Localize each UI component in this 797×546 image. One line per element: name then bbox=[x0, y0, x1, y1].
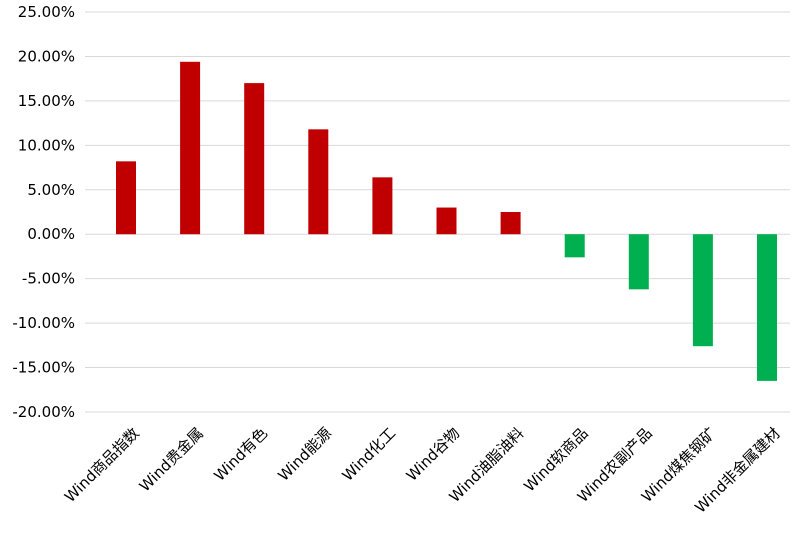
bar bbox=[692, 234, 713, 347]
bar bbox=[436, 207, 457, 235]
x-category-label: Wind谷物 bbox=[403, 424, 464, 485]
y-tick-label: 25.00% bbox=[18, 3, 75, 21]
y-tick-label: 0.00% bbox=[27, 225, 75, 243]
x-category-label: Wind软商品 bbox=[520, 424, 591, 495]
y-tick-label: 5.00% bbox=[27, 181, 75, 199]
y-tick-label: 15.00% bbox=[18, 92, 75, 110]
bar bbox=[500, 212, 521, 235]
y-tick-label: 20.00% bbox=[18, 47, 75, 65]
bars bbox=[116, 61, 777, 381]
x-category-label: Wind有色 bbox=[210, 424, 271, 485]
x-category-label: Wind商品指数 bbox=[61, 424, 143, 506]
x-category-label: Wind贵金属 bbox=[136, 424, 207, 495]
bar bbox=[628, 234, 649, 290]
y-axis-tick-labels: 25.00% 20.00% 15.00% 10.00% 5.00% 0.00% -5.00%… bbox=[12, 3, 75, 421]
bar bbox=[244, 83, 265, 235]
bar bbox=[372, 177, 393, 235]
y-tick-label: -15.00% bbox=[12, 359, 75, 377]
bar bbox=[757, 234, 777, 381]
bar bbox=[308, 129, 329, 235]
x-category-label: Wind化工 bbox=[339, 424, 400, 485]
x-category-label: Wind能源 bbox=[275, 424, 336, 485]
y-tick-label: -5.00% bbox=[22, 270, 75, 288]
y-tick-label: -10.00% bbox=[12, 314, 75, 332]
y-tick-label: -20.00% bbox=[12, 403, 75, 421]
bar bbox=[180, 61, 201, 235]
y-tick-label: 10.00% bbox=[18, 136, 75, 154]
bar bbox=[116, 161, 136, 235]
bar bbox=[564, 234, 585, 258]
